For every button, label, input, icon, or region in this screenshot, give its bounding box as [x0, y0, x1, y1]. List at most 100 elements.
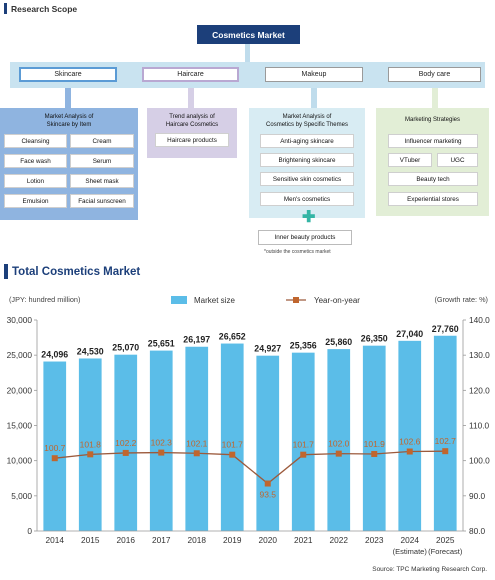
left-tick-label: 5,000	[11, 491, 32, 501]
skincare-title-line2: Skincare by Item	[46, 122, 92, 128]
item-mens-cosmetics: Men's cosmetics	[260, 192, 354, 206]
bar-2018	[185, 346, 209, 531]
yoy-marker-2018	[193, 450, 200, 457]
x-tick-label: 2019	[223, 535, 242, 545]
legend-bar-label: Market size	[194, 296, 235, 305]
bar-value-label: 25,070	[112, 343, 139, 353]
source-note: Source: TPC Marketing Research Corp.	[372, 566, 487, 573]
left-tick-label: 30,000	[7, 315, 33, 325]
yoy-marker-2019	[229, 451, 236, 458]
inner-beauty-products: Inner beauty products	[258, 230, 352, 245]
bar-value-label: 25,651	[148, 339, 175, 349]
yoy-value-label: 101.7	[293, 440, 315, 450]
item-serum: Serum	[70, 154, 134, 168]
item-influencer-marketing: Influencer marketing	[388, 134, 478, 148]
left-tick-label: 0	[27, 526, 32, 536]
yoy-marker-2025	[442, 448, 449, 455]
x-tick-label: 2022	[330, 535, 349, 545]
right-axis-unit-label: (Growth rate: %)	[434, 295, 488, 304]
bar-2016	[114, 354, 138, 531]
x-tick-label: 2014	[46, 535, 65, 545]
bar-2021	[291, 352, 315, 531]
yoy-marker-2015	[87, 451, 94, 458]
yoy-marker-2021	[300, 451, 307, 458]
legend-line-marker	[293, 297, 299, 303]
item-cleansing: Cleansing	[4, 134, 67, 148]
yoy-line	[54, 450, 446, 485]
right-tick-label: 120.0	[469, 385, 490, 395]
x-tick-label: 2017	[152, 535, 171, 545]
haircare-title-line1: Trend analysis of	[169, 114, 215, 120]
x-tick-note: (Forecast)	[428, 547, 463, 556]
bar-value-label: 25,860	[325, 337, 352, 347]
x-tick-note: (Estimate)	[393, 547, 428, 556]
x-tick-label: 2023	[365, 535, 384, 545]
yoy-value-label: 102.2	[115, 438, 137, 448]
item-beauty-tech: Beauty tech	[388, 172, 478, 186]
item-lotion: Lotion	[4, 174, 67, 188]
bar-2019	[220, 343, 244, 531]
bar-value-label: 27,760	[432, 324, 459, 334]
category-haircare: Haircare	[142, 67, 239, 82]
themes-group: Market Analysis of Cosmetics by Specific…	[249, 108, 365, 218]
item-emulsion: Emulsion	[4, 194, 67, 208]
right-tick-label: 130.0	[469, 350, 490, 360]
total-market-title: Total Cosmetics Market	[12, 265, 141, 278]
left-tick-label: 25,000	[7, 350, 33, 360]
bar-2024	[398, 340, 422, 531]
bar-value-label: 26,350	[361, 334, 388, 344]
yoy-value-label: 102.1	[186, 438, 208, 448]
item-haircare-products: Haircare products	[155, 133, 229, 147]
x-tick-label: 2025	[436, 535, 455, 545]
item-experiential-stores: Experiential stores	[388, 192, 478, 206]
connector-haircare	[188, 88, 194, 108]
right-tick-label: 90.0	[469, 491, 486, 501]
research-scope-title: Research Scope	[11, 3, 78, 14]
plus-icon: ✚	[302, 209, 316, 226]
bar-2015	[78, 358, 102, 531]
item-vtuber: VTuber	[388, 153, 432, 167]
bar-value-label: 24,927	[254, 344, 281, 354]
x-tick-label: 2021	[294, 535, 313, 545]
category-skincare: Skincare	[19, 67, 117, 82]
right-tick-label: 110.0	[469, 421, 490, 431]
yoy-marker-2023	[371, 450, 378, 457]
item-face-wash: Face wash	[4, 154, 67, 168]
item-cream: Cream	[70, 134, 134, 148]
skincare-group-title: Market Analysis of Skincare by Item	[0, 113, 138, 129]
skincare-group: Market Analysis of Skincare by Item Clea…	[0, 108, 138, 220]
heading-accent-bar-2	[4, 264, 8, 279]
bar-2025	[433, 335, 457, 531]
yoy-marker-2020	[264, 480, 271, 487]
legend-bar-swatch	[171, 296, 187, 304]
yoy-value-label: 102.7	[435, 436, 457, 446]
bar-value-label: 26,197	[183, 335, 210, 345]
connector-root	[245, 44, 250, 62]
market-size-chart: 24,096 24,530 25,070 25,651 26,197 26,652 24,9…	[7, 295, 491, 556]
themes-title-line2: Cosmetics by Specific Themes	[266, 122, 348, 128]
left-axis-unit-label: (JPY: hundred million)	[9, 295, 80, 304]
yoy-value-label: 101.9	[364, 439, 386, 449]
left-tick-label: 20,000	[7, 385, 33, 395]
research-scope-heading: Research Scope	[4, 3, 77, 14]
yoy-value-label: 101.8	[80, 439, 102, 449]
right-tick-label: 80.0	[469, 526, 486, 536]
yoy-value-label: 93.5	[259, 490, 276, 500]
marketing-group: Marketing Strategies Influencer marketin…	[376, 108, 489, 216]
bar-value-label: 24,096	[41, 350, 68, 360]
connector-themes	[311, 88, 317, 108]
yoy-marker-2024	[406, 448, 413, 455]
skincare-title-line1: Market Analysis of	[44, 114, 94, 120]
connector-skincare	[65, 88, 71, 108]
x-tick-label: 2015	[81, 535, 100, 545]
left-tick-label: 15,000	[7, 421, 33, 431]
themes-title-line1: Market Analysis of	[282, 114, 332, 120]
x-tick-label: 2020	[259, 535, 278, 545]
item-brightening-skincare: Brightening skincare	[260, 153, 354, 167]
inner-beauty-note: *outside the cosmetics market	[264, 249, 331, 255]
left-tick-label: 10,000	[7, 456, 33, 466]
marketing-group-title: Marketing Strategies	[404, 117, 461, 123]
item-anti-aging-skincare: Anti-aging skincare	[260, 134, 354, 148]
bar-2020	[256, 355, 280, 531]
x-tick-label: 2018	[188, 535, 207, 545]
